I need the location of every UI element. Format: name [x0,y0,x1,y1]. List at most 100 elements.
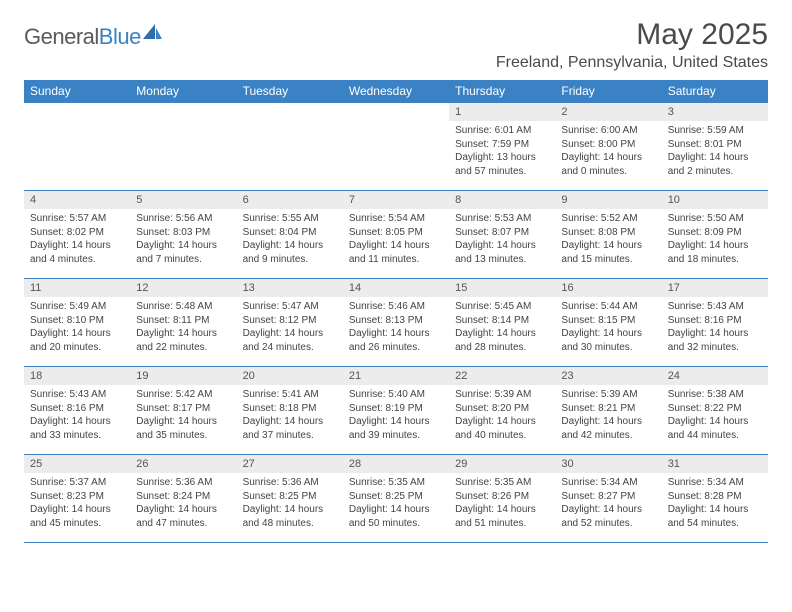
calendar-week: 25Sunrise: 5:37 AMSunset: 8:23 PMDayligh… [24,455,768,543]
calendar-day: 5Sunrise: 5:56 AMSunset: 8:03 PMDaylight… [130,191,236,279]
daylight-line: Daylight: 14 hours and 48 minutes. [243,503,337,530]
calendar-day: 14Sunrise: 5:46 AMSunset: 8:13 PMDayligh… [343,279,449,367]
daylight-line: Daylight: 14 hours and 44 minutes. [668,415,762,442]
daylight-line: Daylight: 14 hours and 15 minutes. [561,239,655,266]
sunrise-line: Sunrise: 5:45 AM [455,300,549,314]
day-number: 30 [555,455,661,473]
daylight-line: Daylight: 14 hours and 47 minutes. [136,503,230,530]
title-block: May 2025 Freeland, Pennsylvania, United … [496,18,768,78]
daylight-line: Daylight: 14 hours and 20 minutes. [30,327,124,354]
calendar-day: 31Sunrise: 5:34 AMSunset: 8:28 PMDayligh… [662,455,768,543]
sunset-line: Sunset: 8:28 PM [668,490,762,504]
day-detail: Sunrise: 5:40 AMSunset: 8:19 PMDaylight:… [343,385,449,446]
day-detail: Sunrise: 5:39 AMSunset: 8:21 PMDaylight:… [555,385,661,446]
calendar-day: 8Sunrise: 5:53 AMSunset: 8:07 PMDaylight… [449,191,555,279]
calendar-body: 1Sunrise: 6:01 AMSunset: 7:59 PMDaylight… [24,103,768,543]
calendar-day: 4Sunrise: 5:57 AMSunset: 8:02 PMDaylight… [24,191,130,279]
day-detail: Sunrise: 5:44 AMSunset: 8:15 PMDaylight:… [555,297,661,358]
day-detail: Sunrise: 5:52 AMSunset: 8:08 PMDaylight:… [555,209,661,270]
sunset-line: Sunset: 8:08 PM [561,226,655,240]
sunset-line: Sunset: 8:07 PM [455,226,549,240]
day-number: 24 [662,367,768,385]
calendar-day: 28Sunrise: 5:35 AMSunset: 8:25 PMDayligh… [343,455,449,543]
sunset-line: Sunset: 8:04 PM [243,226,337,240]
sunrise-line: Sunrise: 5:36 AM [136,476,230,490]
calendar-day [24,103,130,191]
day-number: 16 [555,279,661,297]
daylight-line: Daylight: 14 hours and 2 minutes. [668,151,762,178]
daylight-line: Daylight: 14 hours and 52 minutes. [561,503,655,530]
day-detail: Sunrise: 5:35 AMSunset: 8:25 PMDaylight:… [343,473,449,534]
sunset-line: Sunset: 8:10 PM [30,314,124,328]
day-number: 3 [662,103,768,121]
daylight-line: Daylight: 14 hours and 30 minutes. [561,327,655,354]
calendar-day: 19Sunrise: 5:42 AMSunset: 8:17 PMDayligh… [130,367,236,455]
sail-icon [141,22,163,47]
sunrise-line: Sunrise: 5:53 AM [455,212,549,226]
calendar-week: 18Sunrise: 5:43 AMSunset: 8:16 PMDayligh… [24,367,768,455]
sunset-line: Sunset: 8:05 PM [349,226,443,240]
sunset-line: Sunset: 8:15 PM [561,314,655,328]
sunrise-line: Sunrise: 5:46 AM [349,300,443,314]
month-title: May 2025 [496,18,768,52]
calendar-day: 23Sunrise: 5:39 AMSunset: 8:21 PMDayligh… [555,367,661,455]
day-number: 6 [237,191,343,209]
day-number: 27 [237,455,343,473]
weekday-header: Wednesday [343,80,449,103]
sunset-line: Sunset: 8:17 PM [136,402,230,416]
day-detail: Sunrise: 5:43 AMSunset: 8:16 PMDaylight:… [662,297,768,358]
day-number: 9 [555,191,661,209]
daylight-line: Daylight: 14 hours and 54 minutes. [668,503,762,530]
day-detail: Sunrise: 5:45 AMSunset: 8:14 PMDaylight:… [449,297,555,358]
day-detail: Sunrise: 5:43 AMSunset: 8:16 PMDaylight:… [24,385,130,446]
day-detail: Sunrise: 5:54 AMSunset: 8:05 PMDaylight:… [343,209,449,270]
day-number: 12 [130,279,236,297]
day-detail: Sunrise: 5:36 AMSunset: 8:25 PMDaylight:… [237,473,343,534]
calendar-day [130,103,236,191]
logo-general: General [24,24,99,49]
calendar-day: 20Sunrise: 5:41 AMSunset: 8:18 PMDayligh… [237,367,343,455]
day-number: 14 [343,279,449,297]
calendar-day: 1Sunrise: 6:01 AMSunset: 7:59 PMDaylight… [449,103,555,191]
calendar-day: 26Sunrise: 5:36 AMSunset: 8:24 PMDayligh… [130,455,236,543]
calendar-day: 12Sunrise: 5:48 AMSunset: 8:11 PMDayligh… [130,279,236,367]
calendar-day [343,103,449,191]
day-detail: Sunrise: 6:00 AMSunset: 8:00 PMDaylight:… [555,121,661,182]
logo: GeneralBlue [24,24,163,50]
calendar-day: 11Sunrise: 5:49 AMSunset: 8:10 PMDayligh… [24,279,130,367]
sunset-line: Sunset: 8:16 PM [30,402,124,416]
day-detail: Sunrise: 5:34 AMSunset: 8:28 PMDaylight:… [662,473,768,534]
daylight-line: Daylight: 14 hours and 4 minutes. [30,239,124,266]
daylight-line: Daylight: 13 hours and 57 minutes. [455,151,549,178]
day-number: 5 [130,191,236,209]
calendar-day: 25Sunrise: 5:37 AMSunset: 8:23 PMDayligh… [24,455,130,543]
sunrise-line: Sunrise: 6:01 AM [455,124,549,138]
calendar-day: 21Sunrise: 5:40 AMSunset: 8:19 PMDayligh… [343,367,449,455]
day-detail: Sunrise: 5:39 AMSunset: 8:20 PMDaylight:… [449,385,555,446]
calendar-day: 9Sunrise: 5:52 AMSunset: 8:08 PMDaylight… [555,191,661,279]
day-detail: Sunrise: 5:47 AMSunset: 8:12 PMDaylight:… [237,297,343,358]
calendar-day: 3Sunrise: 5:59 AMSunset: 8:01 PMDaylight… [662,103,768,191]
sunset-line: Sunset: 8:24 PM [136,490,230,504]
sunset-line: Sunset: 8:23 PM [30,490,124,504]
sunrise-line: Sunrise: 5:37 AM [30,476,124,490]
daylight-line: Daylight: 14 hours and 22 minutes. [136,327,230,354]
day-number: 23 [555,367,661,385]
day-detail: Sunrise: 5:41 AMSunset: 8:18 PMDaylight:… [237,385,343,446]
sunset-line: Sunset: 8:16 PM [668,314,762,328]
calendar-day: 29Sunrise: 5:35 AMSunset: 8:26 PMDayligh… [449,455,555,543]
sunrise-line: Sunrise: 5:36 AM [243,476,337,490]
weekday-header: Thursday [449,80,555,103]
calendar-week: 11Sunrise: 5:49 AMSunset: 8:10 PMDayligh… [24,279,768,367]
day-number: 22 [449,367,555,385]
sunset-line: Sunset: 8:27 PM [561,490,655,504]
daylight-line: Daylight: 14 hours and 32 minutes. [668,327,762,354]
daylight-line: Daylight: 14 hours and 40 minutes. [455,415,549,442]
daylight-line: Daylight: 14 hours and 50 minutes. [349,503,443,530]
calendar-day: 22Sunrise: 5:39 AMSunset: 8:20 PMDayligh… [449,367,555,455]
sunrise-line: Sunrise: 5:50 AM [668,212,762,226]
sunrise-line: Sunrise: 5:35 AM [455,476,549,490]
calendar-week: 1Sunrise: 6:01 AMSunset: 7:59 PMDaylight… [24,103,768,191]
day-detail: Sunrise: 5:50 AMSunset: 8:09 PMDaylight:… [662,209,768,270]
weekday-header: Monday [130,80,236,103]
